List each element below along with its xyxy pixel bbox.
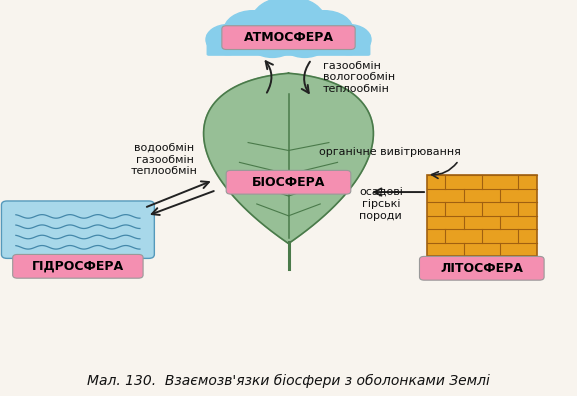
Polygon shape — [204, 73, 373, 244]
Text: органічне вивітрювання: органічне вивітрювання — [319, 147, 460, 158]
FancyBboxPatch shape — [226, 170, 351, 194]
FancyBboxPatch shape — [13, 254, 143, 278]
FancyBboxPatch shape — [1, 201, 155, 259]
FancyBboxPatch shape — [427, 175, 537, 257]
Text: ЛІТОСФЕРА: ЛІТОСФЕРА — [440, 262, 523, 275]
Text: газообмін
вологообмін
теплообмін: газообмін вологообмін теплообмін — [323, 61, 395, 94]
Circle shape — [251, 0, 326, 48]
Text: Мал. 130.  Взаємозв'язки біосфери з оболонками Землі: Мал. 130. Взаємозв'язки біосфери з оболо… — [87, 374, 490, 388]
FancyBboxPatch shape — [207, 34, 370, 56]
Text: БІОСФЕРА: БІОСФЕРА — [252, 176, 325, 189]
FancyBboxPatch shape — [419, 257, 544, 280]
Circle shape — [280, 24, 329, 57]
Circle shape — [295, 11, 353, 50]
Text: ГІДРОСФЕРА: ГІДРОСФЕРА — [32, 260, 124, 273]
Circle shape — [248, 24, 297, 57]
Circle shape — [224, 11, 282, 50]
Circle shape — [327, 25, 371, 55]
Text: АТМОСФЕРА: АТМОСФЕРА — [243, 31, 334, 44]
Text: водообмін
газообмін
теплообмін: водообмін газообмін теплообмін — [131, 143, 198, 176]
Text: осадові
гірські
породи: осадові гірські породи — [359, 187, 403, 221]
Circle shape — [206, 25, 250, 55]
FancyBboxPatch shape — [222, 26, 355, 50]
